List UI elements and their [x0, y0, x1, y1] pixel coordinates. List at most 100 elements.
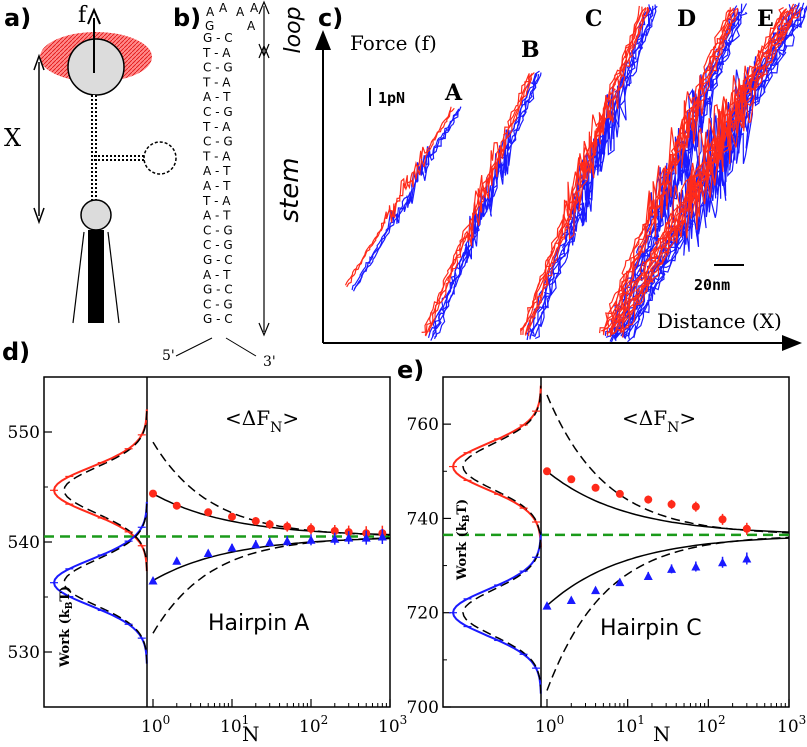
title-d: <ΔFN>: [225, 406, 299, 436]
trace-c-refolding: [534, 4, 657, 340]
trace-a-unfolding: [346, 107, 455, 288]
refolding-point: [251, 539, 261, 549]
y-tick-label: 550: [8, 423, 40, 443]
panel-e-label: e): [397, 356, 424, 384]
micropipette: [88, 230, 104, 323]
y-tick-label: 740: [407, 509, 439, 529]
trace-e-refolding: [623, 7, 804, 338]
y-tick-label: 720: [407, 604, 439, 624]
force-arrow-head: [87, 7, 101, 25]
refolding-gaussian: [462, 531, 542, 694]
trace-e-refolding: [632, 5, 807, 339]
unfolding-gaussian: [462, 385, 542, 548]
base-pair: G - C: [203, 31, 233, 45]
panel-c: c) Force (f) Distance (X) 1pN 20nm A B C…: [315, 2, 807, 351]
unfolding-point: [742, 524, 751, 533]
unfolding-point: [228, 512, 236, 521]
stem-sequence: G - CT - AC - GT - AA - TC - GT - AC - G…: [202, 31, 233, 326]
trace-label-d: D: [677, 6, 696, 32]
x-tick-label: 101: [616, 713, 645, 737]
unfolding-point: [718, 515, 727, 524]
trace-label-a: A: [444, 80, 463, 106]
unfolding-fit: [546, 470, 790, 533]
trace-d-unfolding: [609, 7, 739, 338]
unfolding-point: [149, 489, 157, 498]
force-axis-label: Force (f): [350, 31, 437, 55]
trace-c-unfolding: [524, 7, 647, 335]
trace-a-refolding: [351, 109, 459, 291]
force-scale-label: 1pN: [378, 89, 405, 107]
x-tick-label: 102: [299, 713, 328, 737]
unfolding-point: [591, 483, 600, 492]
hairpin-name-e: Hairpin C: [600, 616, 702, 641]
hairpin-loop-icon: [143, 141, 177, 175]
title-e: <ΔFN>: [622, 406, 696, 436]
panel-b: b) A A A AG A G - CT - AC - GT - AA - TC - G…: [162, 0, 306, 370]
trace-b-refolding: [433, 72, 542, 340]
trace-a-refolding: [353, 106, 462, 290]
base-pair: G - C: [203, 253, 233, 267]
trace-c-unfolding: [524, 6, 649, 336]
five-prime-label: 5': [162, 348, 175, 364]
trace-b-unfolding: [425, 73, 533, 337]
refolding-point: [718, 557, 728, 567]
panel-d-label: d): [2, 338, 30, 366]
distance-axis-label: Distance (X): [657, 309, 782, 333]
x-tick-label: 100: [141, 713, 170, 737]
bead-top: [67, 38, 125, 96]
base-pair: C - G: [203, 223, 233, 237]
work-label-d: Work (kBT): [58, 586, 75, 668]
trace-b-unfolding: [424, 73, 530, 336]
trace-b-unfolding: [421, 73, 530, 333]
unfolding-point: [204, 508, 213, 517]
three-prime-label: 3': [263, 354, 276, 370]
y-tick-label: 700: [407, 698, 439, 718]
loop-base: A: [250, 1, 259, 15]
stem-label: stem: [275, 157, 305, 222]
refolding-point: [667, 564, 677, 573]
plot-frame-e: [442, 376, 790, 708]
refolding-point: [344, 533, 354, 542]
extension-symbol: X: [4, 124, 21, 152]
trace-e-unfolding: [621, 7, 801, 338]
panel-b-label: b): [173, 4, 201, 32]
base-pair: T - A: [202, 75, 231, 89]
unfolding-point: [251, 517, 260, 526]
plot-area-e: 700 720 740 760 100 101 102 103: [407, 376, 806, 737]
refolding-gaussian: [63, 501, 148, 664]
x-tick-label: 101: [220, 713, 249, 737]
trace-label-c: C: [585, 6, 603, 32]
unfolding-histogram: [52, 409, 148, 572]
loop-base: A: [219, 1, 228, 15]
trace-label-e: E: [757, 6, 774, 32]
base-pair: T - A: [202, 46, 231, 60]
refolding-point: [742, 554, 752, 563]
refolding-point: [615, 577, 625, 587]
force-distance-traces: [344, 2, 807, 343]
panel-d: d) 530 540 550 100 101 102 103 <ΔFN> Hairpin A…: [2, 338, 407, 746]
refolding-point: [330, 534, 340, 543]
loop-base: G: [205, 19, 214, 33]
unfolding-point: [667, 500, 676, 509]
refolding-point: [203, 548, 213, 557]
force-symbol: f: [78, 3, 88, 28]
base-pair: A - T: [203, 209, 231, 223]
trace-c-unfolding: [528, 6, 650, 336]
trace-a-refolding: [352, 108, 460, 292]
unfolding-point: [330, 527, 339, 535]
base-pair: C - G: [203, 238, 233, 252]
y-tick-label: 540: [8, 533, 40, 553]
loop-sequence: A A A AG A: [205, 1, 259, 33]
refolding-fit-dashed: [546, 536, 790, 691]
unfolding-point: [307, 524, 315, 533]
refolding-point: [643, 571, 653, 580]
y-tick-label: 760: [407, 415, 439, 435]
refolding-point: [227, 543, 237, 552]
unfolding-point: [283, 522, 292, 531]
plot-area-d: 530 540 550 100 101 102 103: [8, 376, 407, 737]
trace-e-refolding: [627, 2, 805, 340]
base-pair: T - A: [202, 194, 231, 208]
refolding-point: [377, 532, 387, 541]
panel-a-label: a): [4, 4, 31, 32]
